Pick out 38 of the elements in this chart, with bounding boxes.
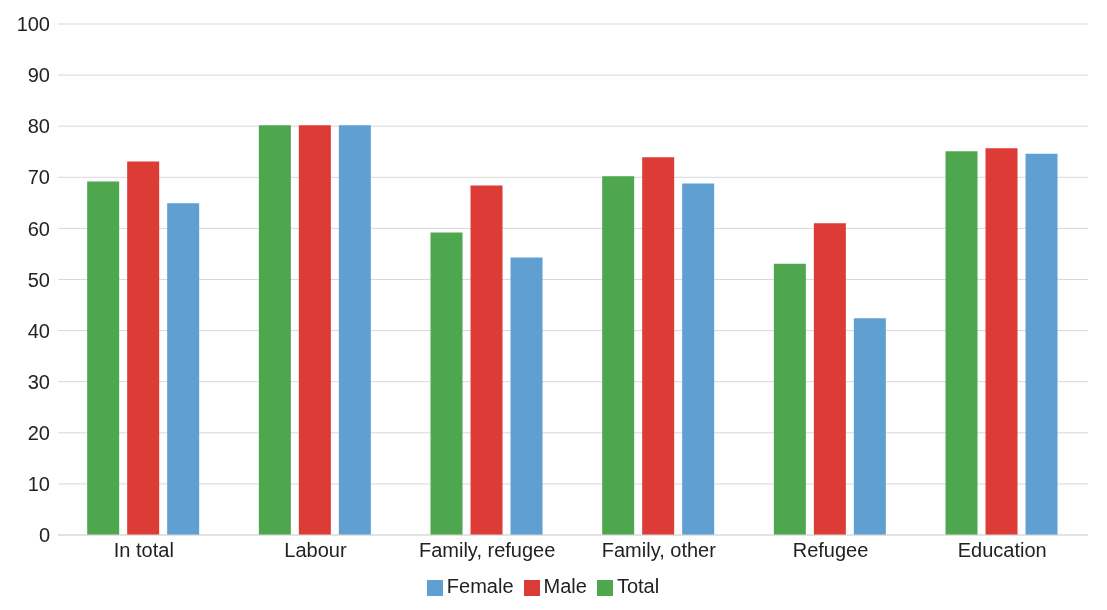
legend-label: Male bbox=[543, 575, 587, 597]
y-tick-label: 70 bbox=[27, 166, 50, 189]
bar bbox=[985, 148, 1018, 535]
y-tick-label: 0 bbox=[38, 524, 50, 547]
x-tick-label: Education bbox=[957, 539, 1047, 562]
y-tick-label: 20 bbox=[27, 421, 50, 444]
bar bbox=[87, 181, 120, 535]
bar bbox=[602, 176, 635, 535]
y-tick-label: 30 bbox=[27, 370, 50, 393]
bar bbox=[510, 257, 543, 535]
bar bbox=[167, 203, 200, 535]
bar bbox=[945, 151, 978, 535]
bar bbox=[642, 157, 675, 535]
bar bbox=[853, 318, 886, 535]
y-tick-label: 90 bbox=[27, 64, 50, 87]
bar bbox=[430, 232, 463, 535]
bar bbox=[258, 125, 291, 535]
bar bbox=[813, 223, 846, 535]
x-tick-label: Labour bbox=[284, 539, 347, 562]
y-tick-label: 80 bbox=[27, 115, 50, 138]
x-tick-label: Family, other bbox=[601, 539, 717, 562]
x-tick-label: Refugee bbox=[792, 539, 869, 562]
y-tick-label: 100 bbox=[16, 13, 50, 36]
bar bbox=[470, 185, 503, 535]
bar bbox=[338, 125, 371, 535]
legend-label: Female bbox=[446, 575, 514, 597]
bar bbox=[773, 263, 806, 535]
legend-label: Total bbox=[616, 575, 660, 597]
y-tick-label: 50 bbox=[27, 268, 50, 291]
bar bbox=[127, 161, 160, 535]
y-tick-label: 40 bbox=[27, 319, 50, 342]
bar bbox=[1025, 153, 1058, 535]
y-tick-label: 10 bbox=[27, 473, 50, 495]
bar bbox=[682, 183, 715, 535]
bar bbox=[298, 125, 331, 535]
y-tick-label: 60 bbox=[27, 217, 50, 240]
x-tick-label: Family, refugee bbox=[418, 539, 556, 562]
x-tick-label: In total bbox=[113, 539, 174, 562]
